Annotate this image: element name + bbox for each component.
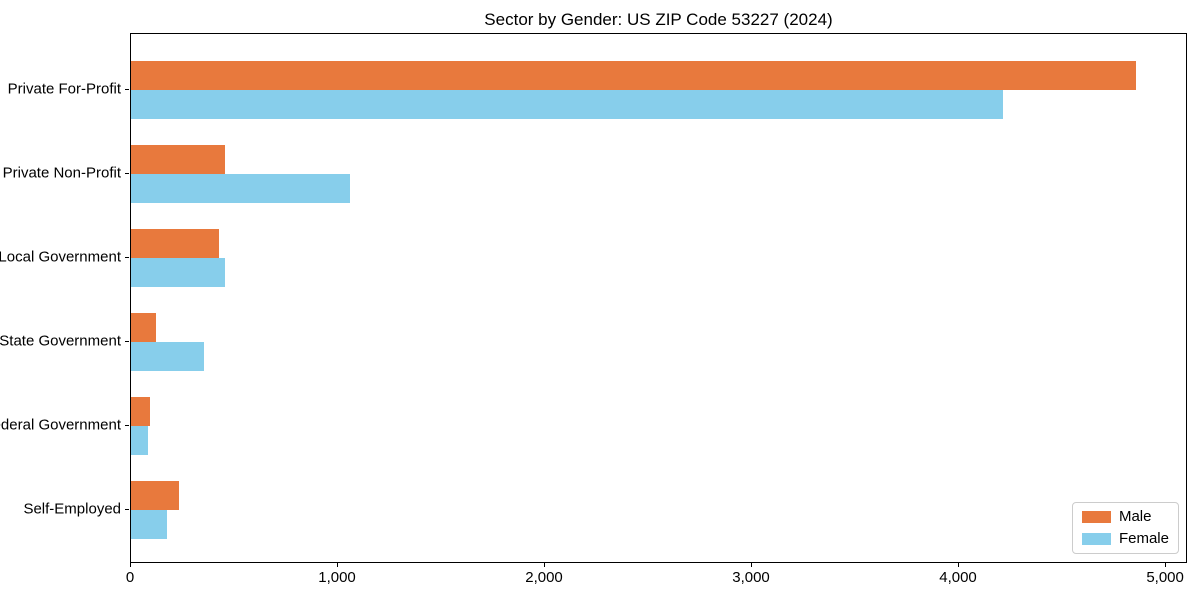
- plot-area: Male Female: [130, 33, 1187, 563]
- y-tick-label: Private For-Profit: [7, 80, 121, 98]
- legend-item-female: Female: [1081, 530, 1169, 547]
- bar-female-2: [131, 258, 226, 287]
- y-tick-label: Self-Employed: [23, 500, 121, 518]
- x-tick-label: 0: [125, 569, 135, 586]
- bar-female-0: [131, 90, 1003, 119]
- bar-female-3: [131, 342, 204, 371]
- x-tickmark: [751, 563, 752, 567]
- bar-female-5: [131, 510, 168, 539]
- y-tickmark: [125, 173, 129, 174]
- y-tick-label: Federal Government: [0, 416, 121, 434]
- y-tick-label: Local Government: [0, 248, 121, 266]
- y-tickmark: [125, 341, 129, 342]
- bar-male-1: [131, 145, 226, 174]
- chart-title: Sector by Gender: US ZIP Code 53227 (202…: [484, 10, 833, 29]
- legend-item-male: Male: [1081, 508, 1169, 525]
- bar-male-0: [131, 61, 1136, 90]
- legend: Male Female: [1071, 502, 1179, 554]
- y-tickmark: [125, 257, 129, 258]
- bar-female-4: [131, 426, 148, 455]
- x-tickmark: [337, 563, 338, 567]
- y-tickmark: [125, 89, 129, 90]
- y-tick-label: State Government: [0, 332, 121, 350]
- bar-male-2: [131, 229, 219, 258]
- x-tick-label: 4,000: [939, 569, 977, 586]
- bar-female-1: [131, 174, 351, 203]
- female-series-swatch: [1081, 533, 1111, 545]
- bar-male-3: [131, 313, 156, 342]
- x-tickmark: [958, 563, 959, 567]
- x-tickmark: [1165, 563, 1167, 567]
- male-series-swatch: [1081, 511, 1111, 523]
- bar-male-5: [131, 481, 179, 510]
- x-tick-label: 3,000: [732, 569, 770, 586]
- x-tick-label: 2,000: [525, 569, 563, 586]
- x-tick-label: 1,000: [318, 569, 356, 586]
- y-tickmark: [125, 509, 129, 510]
- y-axis-labels: Private For-Profit Private Non-Profit Loca…: [0, 0, 121, 600]
- bar-male-4: [131, 397, 150, 426]
- x-tickmark: [130, 563, 131, 567]
- legend-label-male: Male: [1118, 508, 1152, 525]
- y-tick-label: Private Non-Profit: [2, 164, 121, 182]
- x-tick-label: 5,000: [1146, 569, 1184, 586]
- x-tickmark: [544, 563, 545, 567]
- legend-label-female: Female: [1118, 530, 1169, 547]
- y-tickmark: [125, 425, 129, 426]
